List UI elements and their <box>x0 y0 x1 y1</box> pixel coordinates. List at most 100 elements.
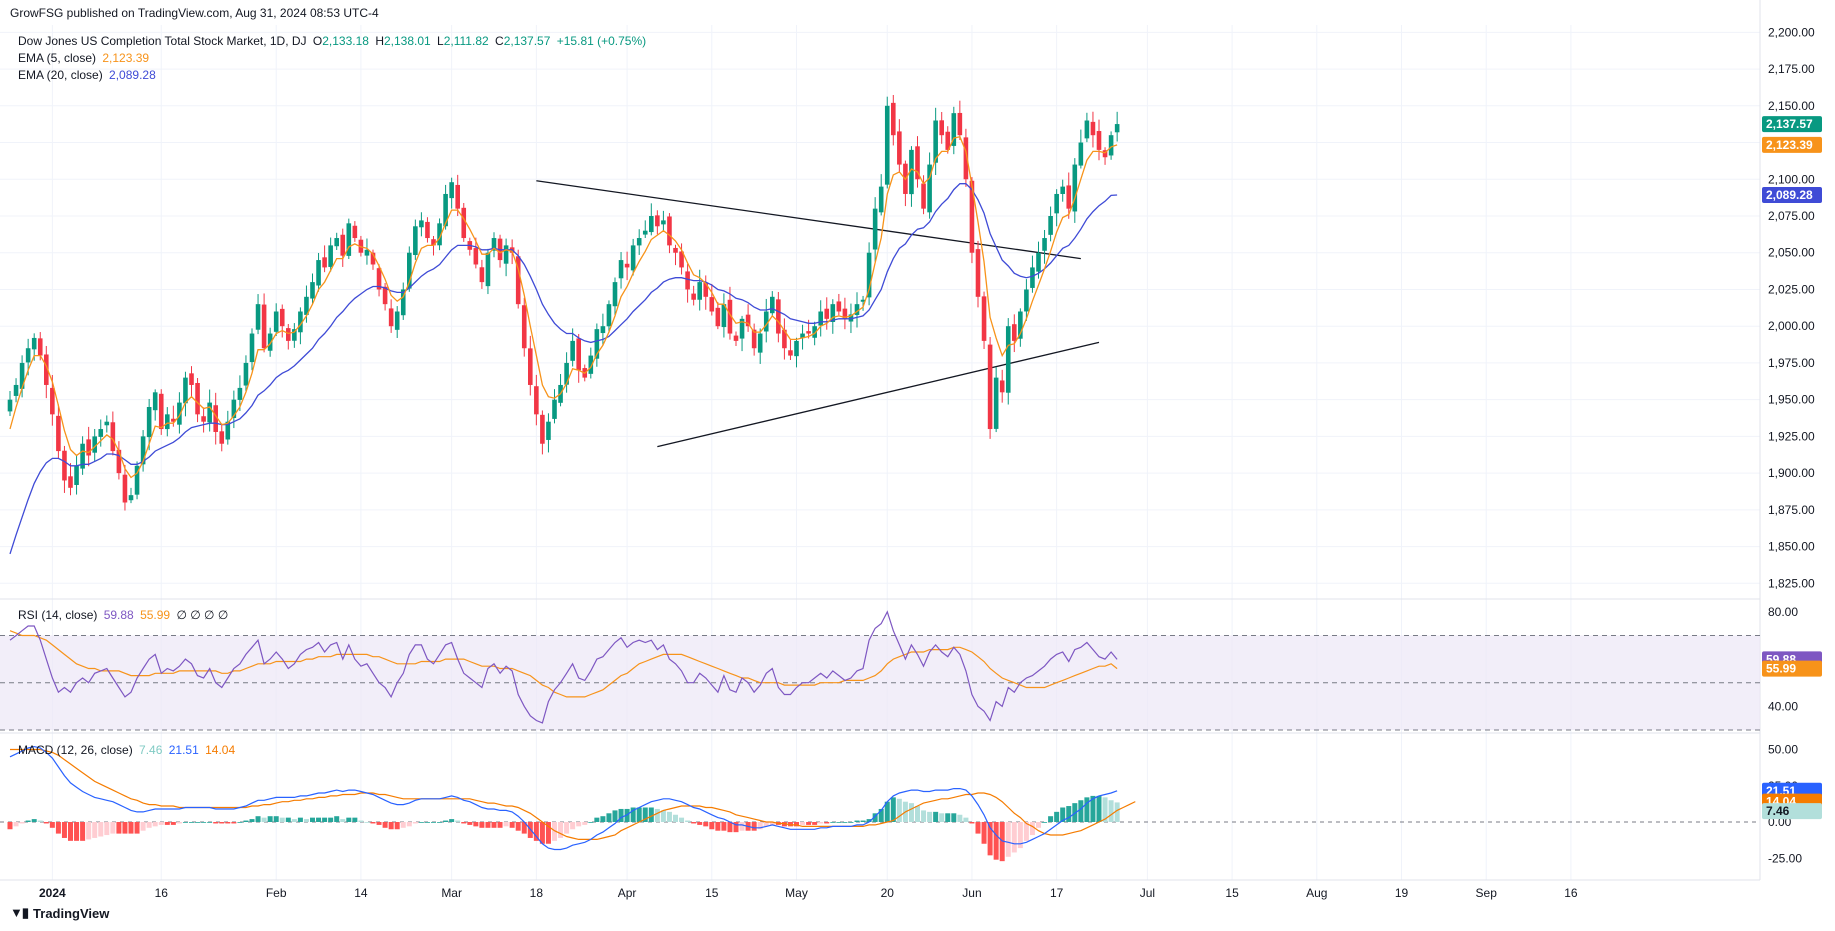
macd-histogram-bar <box>618 808 624 822</box>
candle-body <box>794 340 799 357</box>
macd-histogram-bar <box>25 820 31 822</box>
candle-body <box>340 234 346 256</box>
candle-body <box>44 354 49 385</box>
candle-body <box>334 238 339 247</box>
price-tick-label: 1,850.00 <box>1768 540 1815 554</box>
candle-body <box>128 495 134 501</box>
macd-histogram-bar <box>80 822 86 841</box>
candle-body <box>1054 193 1059 214</box>
candle-body <box>806 331 811 334</box>
macd-histogram-bar <box>189 822 194 823</box>
price-tick-label: 2,100.00 <box>1768 172 1815 186</box>
candle-body <box>231 399 237 418</box>
candle-body <box>534 386 539 415</box>
candle-body <box>891 102 896 136</box>
trendlines <box>536 180 1100 448</box>
candle-body <box>279 308 285 327</box>
macd-line <box>9 745 1118 851</box>
time-tick-label: 17 <box>1050 886 1064 900</box>
macd-histogram-bar <box>152 822 158 827</box>
open-value: 2,133.18 <box>322 34 369 48</box>
macd-histogram-bar <box>673 814 678 822</box>
ema5-value: 2,123.39 <box>102 51 150 65</box>
candle-body <box>1114 124 1120 133</box>
candle-body <box>667 216 672 246</box>
symbol-name: Dow Jones US Completion Total Stock Mark… <box>18 34 307 48</box>
time-tick-label: May <box>785 886 808 900</box>
candle-body <box>207 402 212 423</box>
macd-histogram-bar <box>594 817 600 822</box>
candle-body <box>165 414 170 430</box>
macd-histogram-bar <box>431 822 436 823</box>
macd-histogram-bar <box>243 820 249 822</box>
macd-legend[interactable]: MACD (12, 26, close) 7.46 21.51 14.04 <box>18 743 238 757</box>
candle-body <box>98 429 104 437</box>
candle-body <box>201 416 206 422</box>
macd-histogram-bar <box>854 820 860 822</box>
ema20-legend[interactable]: EMA (20, close) 2,089.28 <box>18 68 159 82</box>
publisher-line: GrowFSG published on TradingView.com, Au… <box>10 6 379 20</box>
macd-histogram-bar <box>806 822 812 825</box>
macd-histogram-bar <box>830 822 836 823</box>
candle-body <box>1060 186 1065 194</box>
candle-body <box>152 392 158 411</box>
trendline <box>657 341 1100 448</box>
macd-value: 21.51 <box>168 743 199 757</box>
macd-histogram-bar <box>455 820 461 822</box>
macd-histogram-bar <box>521 822 527 834</box>
macd-histogram-bar <box>921 810 927 822</box>
time-tick-label: Jul <box>1140 886 1155 900</box>
ema20-tag-box <box>1762 187 1822 204</box>
macd-histogram-bar <box>273 816 279 822</box>
candle-body <box>407 252 412 289</box>
rsi-legend[interactable]: RSI (14, close) 59.88 55.99 ∅ ∅ ∅ ∅ <box>18 608 231 622</box>
macd-histogram-bar <box>781 822 787 827</box>
candle-body <box>945 131 951 150</box>
macd-histogram-bar <box>630 807 636 822</box>
macd-histogram-bar <box>485 822 491 828</box>
candle-body <box>56 415 61 452</box>
macd-histogram-bar <box>951 813 957 822</box>
candle-body <box>933 120 938 163</box>
macd-histogram-bar <box>164 822 170 825</box>
candle-body <box>649 216 654 233</box>
macd-histogram-bar <box>170 822 176 825</box>
macd-histogram-bar <box>927 811 933 822</box>
macd-histogram-bar <box>418 822 424 823</box>
candle-body <box>461 207 467 239</box>
macd-histogram-bar <box>195 822 201 823</box>
macd-histogram-bar <box>364 822 370 823</box>
time-tick-label: 18 <box>530 886 544 900</box>
macd-histogram-bar <box>473 822 479 827</box>
macd-histogram-bar <box>558 822 564 838</box>
candle-body <box>473 248 479 265</box>
macd-histogram-bar <box>1029 822 1035 836</box>
candle-body <box>431 239 436 246</box>
ema5-legend[interactable]: EMA (5, close) 2,123.39 <box>18 51 152 65</box>
macd-histogram-bar <box>1066 806 1072 822</box>
macd-histogram-bar <box>303 819 309 822</box>
macd-histogram-bar <box>533 822 539 841</box>
candle-body <box>50 387 55 415</box>
candle-body <box>848 314 854 322</box>
macd-histogram-bar <box>963 817 969 822</box>
candle-body <box>975 249 981 297</box>
price-tick-label: 2,025.00 <box>1768 282 1815 296</box>
macd-histogram-bar <box>642 807 648 822</box>
time-tick-label: Sep <box>1476 886 1498 900</box>
close-tag-box <box>1762 116 1822 133</box>
grid-lines <box>0 25 1760 880</box>
candle-body <box>588 355 594 374</box>
macd-histogram-bar <box>279 817 285 822</box>
macd-histogram-bar <box>1090 795 1096 822</box>
price-tick-label: 2,000.00 <box>1768 319 1815 333</box>
macd-histogram-bar <box>576 822 582 827</box>
tradingview-footer[interactable]: ▼▮ TradingView <box>10 905 109 921</box>
macd-histogram-bar <box>539 822 545 844</box>
candle-body <box>884 105 890 185</box>
candle-body <box>854 304 860 315</box>
panel-separators <box>0 0 1761 881</box>
candle-body <box>963 137 969 180</box>
macd-histogram-bar <box>231 822 237 824</box>
